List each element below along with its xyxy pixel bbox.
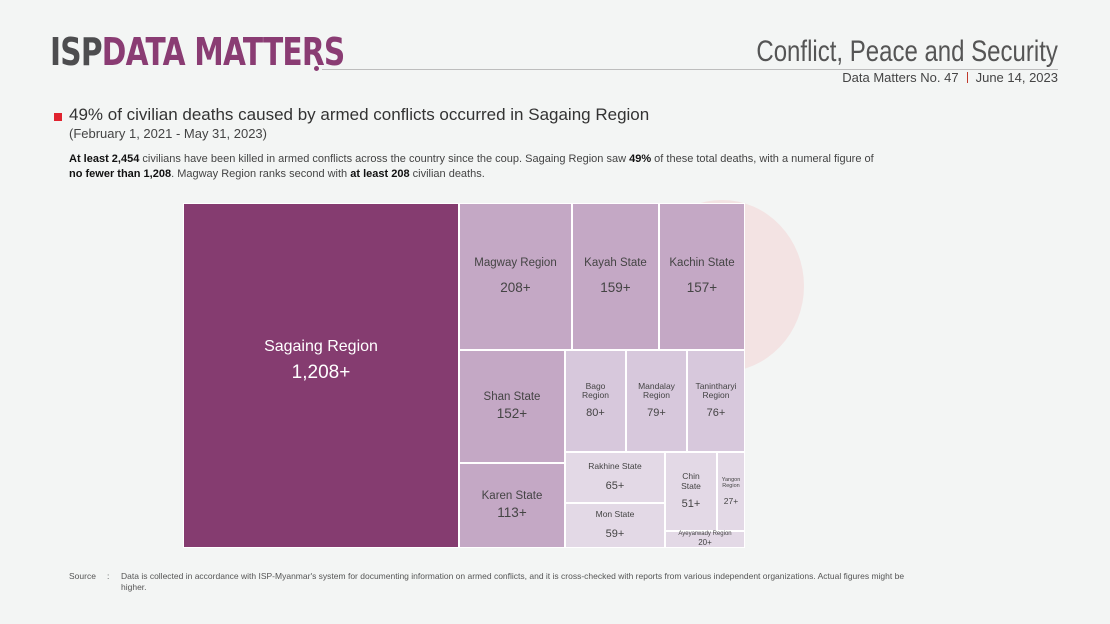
issue-date: June 14, 2023 [975,70,1058,85]
issue-info: Data Matters No. 47 June 14, 2023 [842,70,1058,85]
treemap-tile-magway-region: Magway Region 208+ [459,203,572,350]
treemap-tile-kayah-state: Kayah State 159+ [572,203,659,350]
treemap-tile-value: 51+ [681,497,701,510]
treemap-tile-value: 1,208+ [291,362,351,384]
headline-bullet-icon [54,113,62,121]
treemap-tile-name: Ayeyarwady Region [678,531,732,538]
treemap-tile-value: 80+ [586,407,605,420]
treemap-tile-value: 79+ [647,407,666,420]
treemap-tile-value: 208+ [500,280,531,296]
treemap-tile-name: Kachin State [669,256,735,269]
section-title: Conflict, Peace and Security [756,35,1059,68]
treemap-tile-value: 59+ [605,527,625,540]
treemap-tile-sagaing-region: Sagaing Region 1,208+ [183,203,459,548]
treemap-tile-value: 159+ [600,280,631,296]
treemap-tile-tanintharyi-region: Tanintharyi Region 76+ [687,350,745,452]
description: At least 2,454 civilians have been kille… [69,153,874,180]
treemap-tile-value: 152+ [496,406,528,422]
treemap-tile-value: 76+ [706,407,726,420]
source-colon: : [107,571,110,581]
treemap-tile-bago-region: Bago Region 80+ [565,350,626,452]
issue-separator [966,72,968,83]
treemap-tile-mon-state: Mon State 59+ [565,503,665,548]
source-label: Source [69,571,96,581]
treemap-tile-mandalay-region: Mandalay Region 79+ [626,350,687,452]
treemap-tile-chin-state: Chin State 51+ [665,452,717,531]
treemap-tile-name: Mon State [595,509,635,520]
treemap-chart: Sagaing Region 1,208+ Magway Region 208+ Kay… [183,203,745,548]
header-divider [322,69,1058,70]
treemap-tile-ayeyarwady-region: Ayeyarwady Region 20+ [665,531,745,548]
treemap-tile-value: 27+ [723,495,739,506]
treemap-tile-value: 20+ [698,538,712,548]
treemap-tile-name: Shan State [483,390,541,403]
treemap-tile-name: Tanintharyi Region [695,380,737,401]
treemap-tile-name: Sagaing Region [264,337,378,355]
treemap-tile-name: Chin State [681,471,701,491]
date-range: (February 1, 2021 - May 31, 2023) [69,126,267,141]
treemap-tile-name: Rakhine State [588,461,642,472]
treemap-tile-yangon-region: Yangon Region 27+ [717,452,745,531]
treemap-tile-kachin-state: Kachin State 157+ [659,203,745,350]
isp-data-matters-logo: ISPDATA MATTERS [50,30,345,74]
logo-dot [314,66,319,71]
treemap-tile-rakhine-state: Rakhine State 65+ [565,452,665,503]
treemap-tile-name: Bago Region [582,380,609,401]
treemap-tile-karen-state: Karen State 113+ [459,463,565,548]
treemap-tile-name: Karen State [481,489,543,502]
issue-number: Data Matters No. 47 [842,70,959,85]
source-text: Data is collected in accordance with ISP… [121,571,905,592]
treemap-tile-value: 113+ [497,505,527,521]
headline: 49% of civilian deaths caused by armed c… [69,105,650,124]
treemap-tile-shan-state: Shan State 152+ [459,350,565,463]
treemap-tile-value: 157+ [686,280,718,296]
treemap-tile-value: 65+ [605,479,625,492]
treemap-tile-name: Kayah State [584,256,647,269]
treemap-tile-name: Magway Region [474,256,557,269]
treemap-tile-name: Yangon Region [721,477,741,490]
treemap-tile-name: Mandalay Region [638,380,675,401]
